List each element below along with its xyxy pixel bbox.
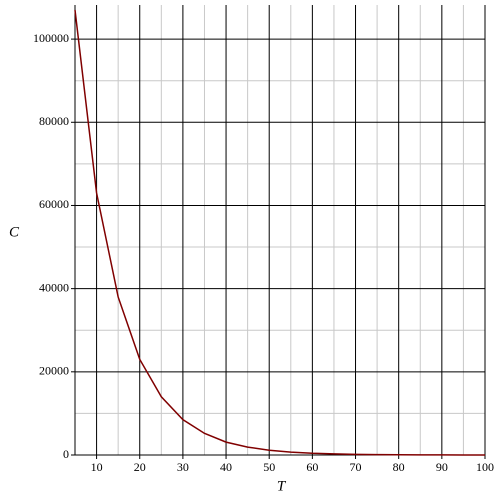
x-tick-label: 100 (476, 460, 494, 474)
x-tick-label: 70 (350, 460, 362, 474)
x-tick-label: 80 (393, 460, 405, 474)
x-tick-label: 10 (91, 460, 103, 474)
y-tick-label: 20000 (39, 364, 69, 378)
x-tick-label: 40 (220, 460, 232, 474)
y-tick-label: 100000 (33, 31, 69, 45)
y-axis-title: C (9, 224, 20, 240)
x-tick-label: 60 (306, 460, 318, 474)
x-tick-label: 20 (134, 460, 146, 474)
y-tick-label: 60000 (39, 197, 69, 211)
x-tick-label: 30 (177, 460, 189, 474)
y-tick-label: 80000 (39, 114, 69, 128)
x-tick-label: 50 (263, 460, 275, 474)
data-line (74, 9, 486, 456)
y-tick-label: 0 (63, 447, 69, 461)
x-tick-label: 90 (436, 460, 448, 474)
y-tick-label: 40000 (39, 280, 69, 294)
x-axis-title: T (277, 478, 287, 494)
